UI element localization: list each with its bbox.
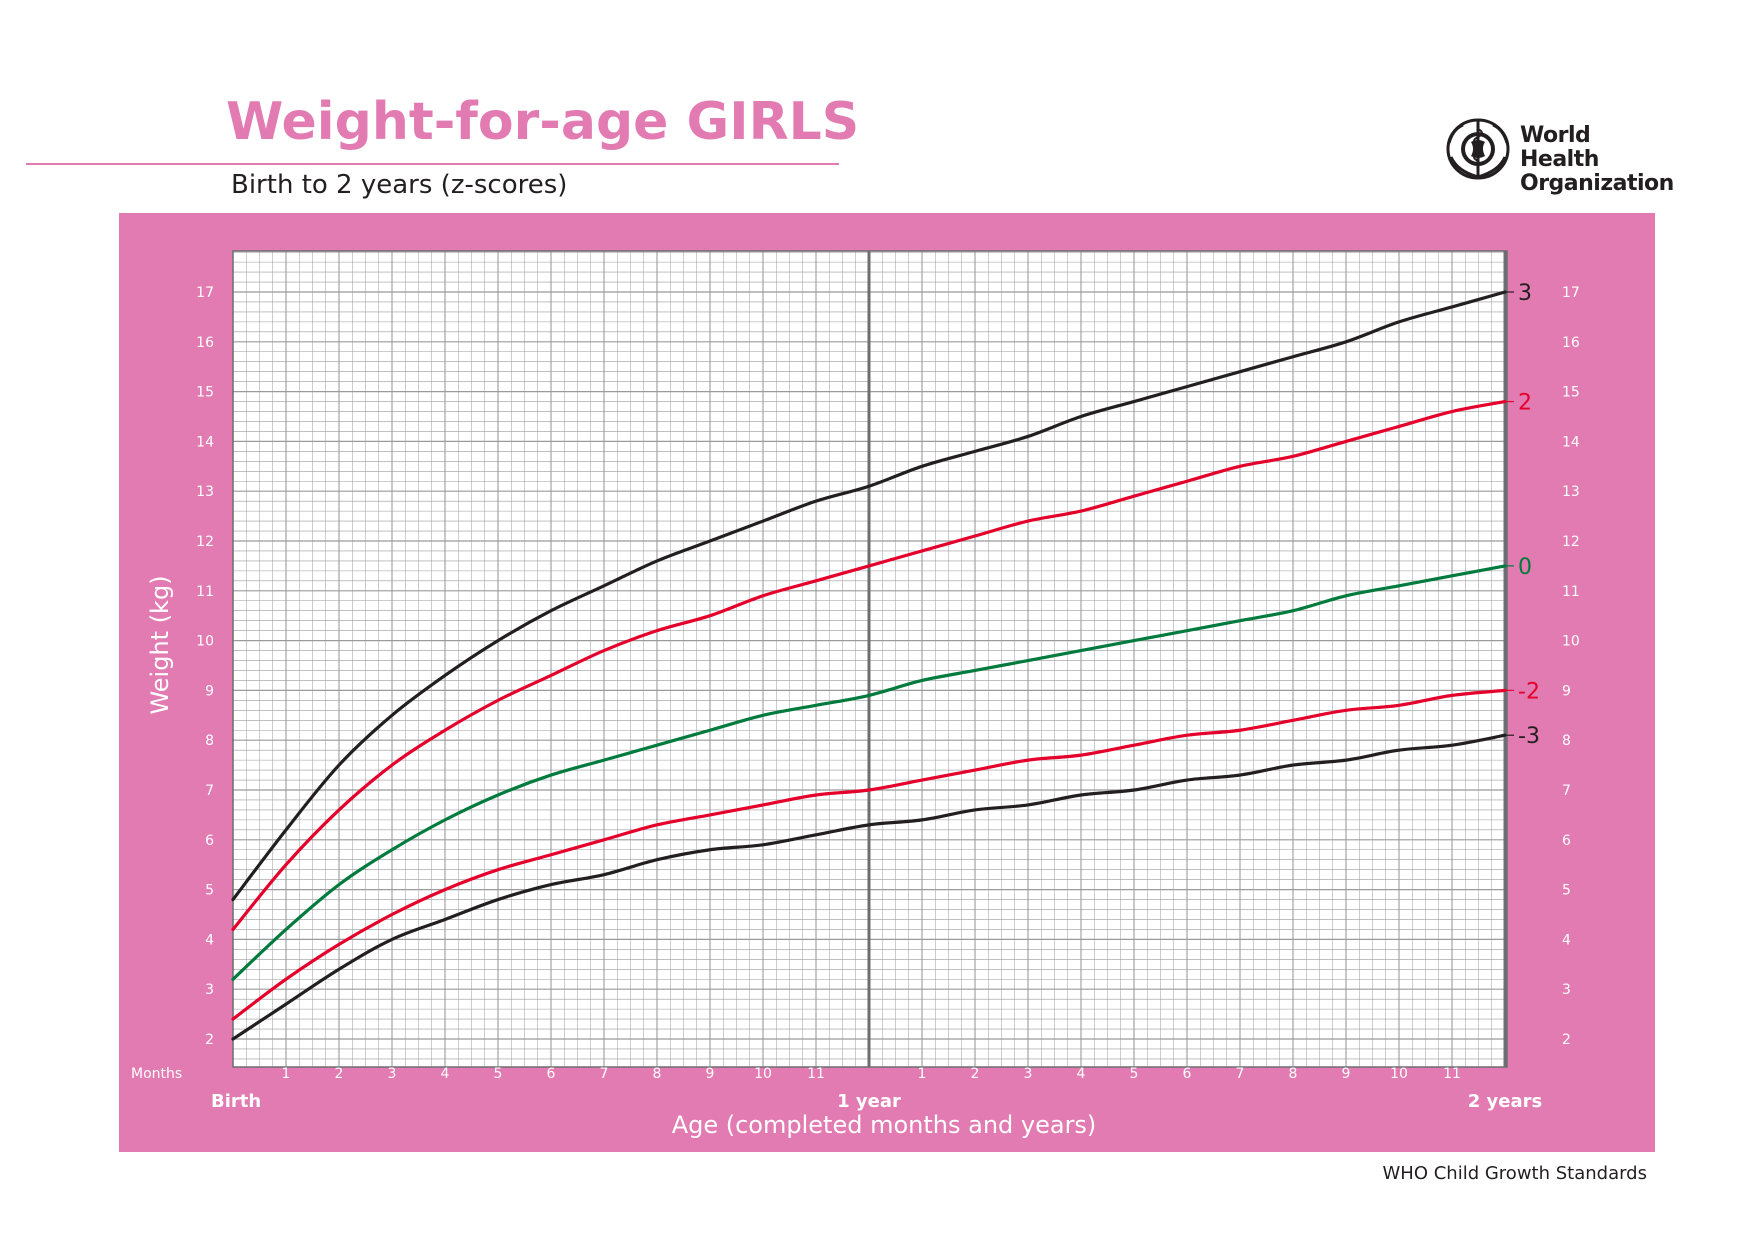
y-tick-label-left: 3 (205, 982, 214, 998)
y-tick-label-left: 17 (196, 285, 214, 301)
x-tick-label-month: 8 (1289, 1066, 1298, 1082)
x-tick-label-month: 4 (441, 1066, 450, 1082)
y-tick-label-left: 6 (205, 833, 214, 849)
chart-background (119, 213, 1655, 1152)
y-tick-label-right: 7 (1562, 783, 1571, 799)
series-line-z-2 (231, 688, 1507, 1021)
series-label-z-3: -3 (1518, 724, 1540, 749)
x-tick-label-year: Birth (211, 1091, 261, 1112)
x-tick-label-month: 9 (706, 1066, 715, 1082)
y-tick-label-right: 9 (1562, 683, 1571, 699)
y-tick-label-right: 8 (1562, 733, 1571, 749)
y-tick-label-right: 15 (1562, 385, 1580, 401)
x-tick-label-month: 3 (388, 1066, 397, 1082)
y-tick-label-right: 13 (1562, 484, 1580, 500)
y-tick-label-left: 14 (196, 434, 214, 450)
x-tick-label-month: 10 (754, 1066, 772, 1082)
y-tick-label-left: 8 (205, 733, 214, 749)
x-tick-label-month: 2 (335, 1066, 344, 1082)
y-tick-label-left: 9 (205, 683, 214, 699)
chart-subtitle: Birth to 2 years (z-scores) (231, 170, 568, 200)
series-line-z3 (231, 290, 1507, 902)
x-tick-label-month: 3 (1024, 1066, 1033, 1082)
x-tick-label-month: 2 (971, 1066, 980, 1082)
y-tick-label-right: 11 (1562, 584, 1580, 600)
y-tick-label-left: 15 (196, 385, 214, 401)
x-tick-label-year: 1 year (837, 1091, 901, 1112)
x-tick-label-month: 8 (653, 1066, 662, 1082)
chart-title: Weight-for-age GIRLS (226, 92, 860, 152)
x-tick-label-month: 7 (1236, 1066, 1245, 1082)
months-label: Months (131, 1066, 182, 1082)
y-tick-label-left: 10 (196, 634, 214, 650)
who-emblem-icon (1446, 118, 1510, 180)
series-label-z-2: -2 (1518, 679, 1540, 704)
y-tick-label-left: 12 (196, 534, 214, 550)
footer-source: WHO Child Growth Standards (1382, 1163, 1648, 1184)
x-tick-label-month: 7 (600, 1066, 609, 1082)
series-line-z-3 (231, 733, 1507, 1041)
y-tick-label-right: 10 (1562, 634, 1580, 650)
y-tick-label-right: 12 (1562, 534, 1580, 550)
x-tick-label-month: 11 (807, 1066, 825, 1082)
series-line-z2 (231, 399, 1507, 932)
x-tick-label-month: 6 (1183, 1066, 1192, 1082)
x-axis-label: Age (completed months and years) (672, 1111, 1097, 1139)
x-tick-label-month: 4 (1077, 1066, 1086, 1082)
y-tick-label-right: 6 (1562, 833, 1571, 849)
y-tick-label-right: 16 (1562, 335, 1580, 351)
x-tick-label-month: 1 (918, 1066, 927, 1082)
organization-name-line2: Organization (1520, 171, 1674, 196)
y-tick-label-right: 2 (1562, 1032, 1571, 1048)
y-tick-label-left: 2 (205, 1032, 214, 1048)
series-label-z2: 2 (1518, 391, 1532, 416)
y-tick-label-left: 13 (196, 484, 214, 500)
x-tick-label-month: 10 (1390, 1066, 1408, 1082)
x-tick-label-month: 9 (1342, 1066, 1351, 1082)
x-tick-label-month: 11 (1443, 1066, 1461, 1082)
x-tick-label-year: 2 years (1468, 1091, 1542, 1112)
y-tick-label-left: 11 (196, 584, 214, 600)
x-tick-label-month: 1 (282, 1066, 291, 1082)
y-tick-label-left: 4 (205, 932, 214, 948)
y-tick-label-left: 7 (205, 783, 214, 799)
y-tick-label-right: 14 (1562, 434, 1580, 450)
x-tick-label-month: 5 (494, 1066, 503, 1082)
title-underline (26, 163, 839, 165)
y-tick-label-right: 5 (1562, 883, 1571, 899)
series-line-z0 (231, 564, 1507, 981)
series-label-z0: 0 (1518, 555, 1532, 580)
plot-border (232, 250, 1508, 1068)
y-tick-label-right: 17 (1562, 285, 1580, 301)
chart-series-lines (231, 290, 1507, 1041)
y-tick-label-right: 3 (1562, 982, 1571, 998)
y-tick-label-right: 4 (1562, 932, 1571, 948)
y-tick-label-left: 5 (205, 883, 214, 899)
x-tick-label-month: 5 (1130, 1066, 1139, 1082)
chart-series-labels: 3 2 0 -2 -3 (1505, 281, 1540, 749)
y-axis-label: Weight (kg) (146, 575, 174, 714)
y-tick-label-left: 16 (196, 335, 214, 351)
organization-name: World Health Organization (1520, 123, 1674, 196)
x-tick-label-month: 6 (547, 1066, 556, 1082)
organization-name-line1: World Health (1520, 123, 1599, 172)
series-label-z3: 3 (1518, 281, 1532, 306)
